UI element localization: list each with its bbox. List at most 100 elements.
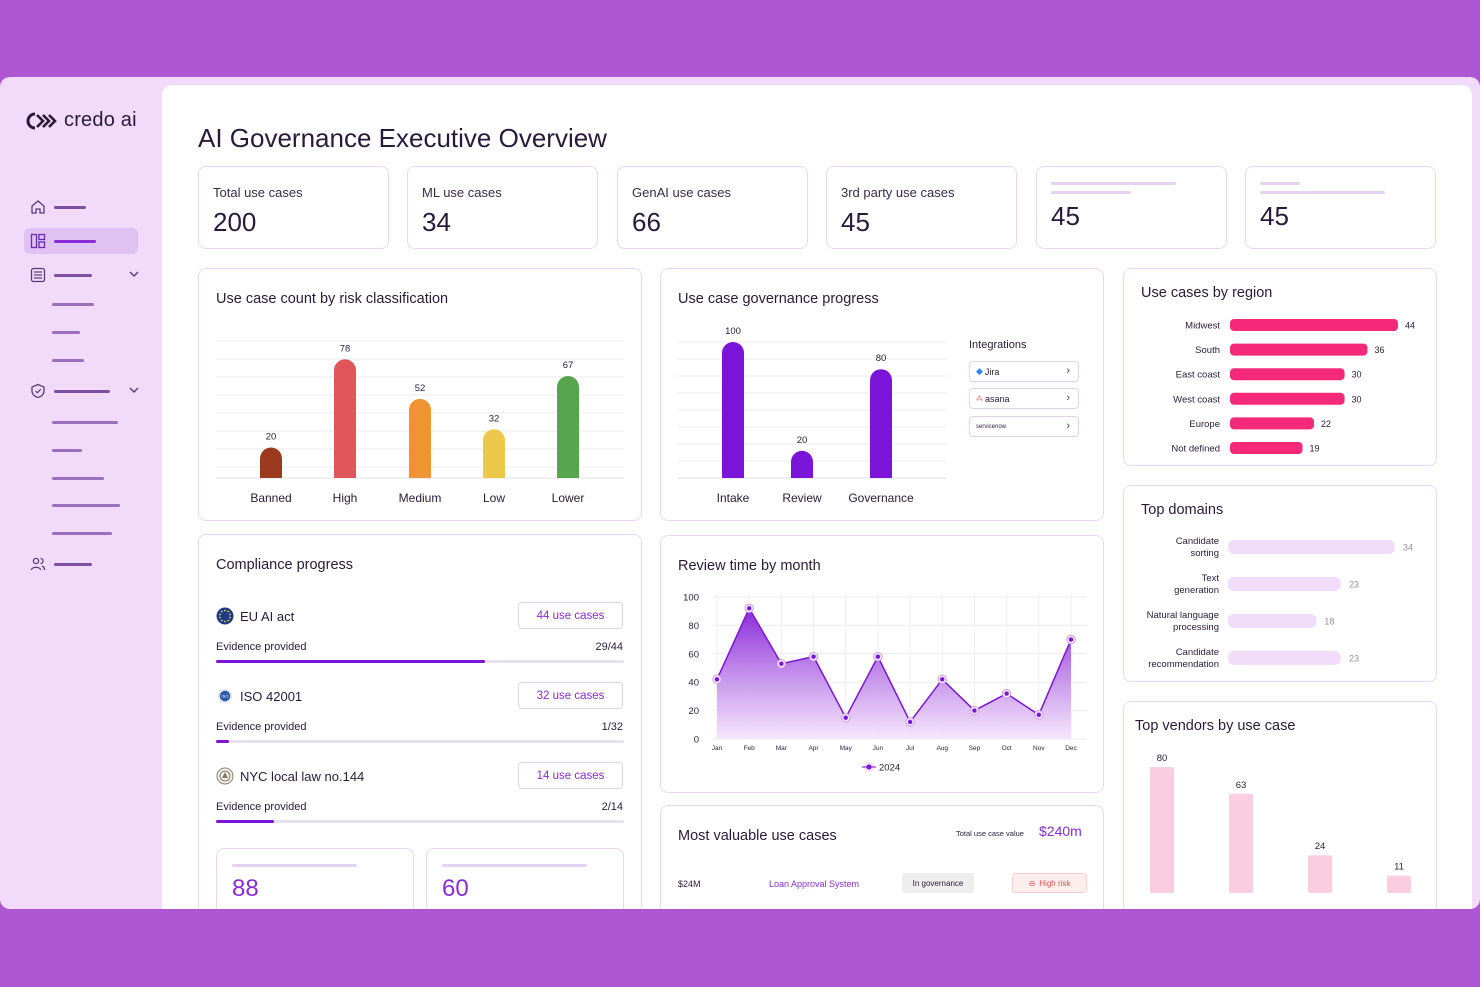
use-case-link[interactable]: Loan Approval System [769,879,860,889]
brand-logo[interactable]: credo ai [24,109,137,132]
compliance-name: NYC local law no.144 [240,768,365,784]
sidebar-item-home[interactable] [24,194,86,220]
evidence-label: Evidence provided [216,721,307,733]
stat-label: GenAI use cases [632,185,731,200]
use-cases-badge[interactable]: 44 use cases [518,602,623,629]
sidebar-subitem[interactable] [52,532,112,535]
use-cases-badge[interactable]: 32 use cases [518,682,623,709]
sidebar-item-label [54,205,86,209]
bar-value-label: 67 [563,360,574,371]
stat-card-ml[interactable]: ML use cases 34 [407,166,598,249]
placeholder-line [1260,191,1385,194]
sidebar-item-governance[interactable] [24,378,140,404]
compliance-item-nyc-law[interactable]: NYC local law no.144 [216,767,364,785]
x-tick-label: Mar [776,745,788,752]
sidebar-subitem[interactable] [52,477,104,480]
use-cases-badge[interactable]: 14 use cases [518,762,623,789]
integration-label: Jira [984,366,1000,377]
stat-card-placeholder[interactable]: 45 [1245,166,1436,249]
compliance-name: ISO 42001 [240,688,303,704]
sidebar: credo ai [0,77,162,909]
stat-value: 66 [632,207,661,237]
data-point-core [779,661,784,666]
chevron-down-icon[interactable] [128,268,140,280]
data-point-core [843,715,848,720]
list-icon [30,267,46,283]
domain-label: Candidate [1176,536,1219,547]
bar-high [334,359,356,478]
progress-fill [216,660,485,663]
placeholder-line [232,864,357,867]
risk-chart-card: Use case count by risk classification 20… [198,268,642,521]
sidebar-subitem[interactable] [52,359,84,362]
domain-value: 23 [1349,580,1359,590]
vendors-bar-chart: 80 63 24 11 [1150,753,1411,893]
compliance-name: EU AI act [240,608,295,624]
x-tick-label: Jul [906,745,915,752]
sidebar-subitem[interactable] [52,504,120,507]
stat-value: 34 [422,207,451,237]
bar-value-label: 78 [340,343,351,354]
integration-asana-button[interactable]: ⁂ asana › [969,388,1079,409]
data-point-core [1004,691,1009,696]
risk-label: High risk [1039,878,1071,888]
stat-value: 200 [213,207,257,237]
sidebar-subitem[interactable] [52,421,118,424]
region-bar-chart: Midwest 44 South 36 East coast 30 West coast 30… [1171,319,1415,455]
credo-logo-icon [26,112,57,129]
sidebar-item-users[interactable] [24,551,92,577]
sidebar-item-label [54,239,96,243]
sidebar-item-list[interactable] [24,262,140,288]
x-tick-label: Feb [744,745,756,752]
stat-card-placeholder[interactable]: 45 [1036,166,1227,249]
mini-stat-card[interactable]: 60 [426,848,624,909]
evidence-fraction: 29/44 [595,641,623,653]
brand-name: credo ai [64,109,137,131]
row-value: $24M [678,879,701,889]
bar-low [483,429,505,478]
minus-circle-icon: ⊖ [1028,878,1036,888]
dashboard-icon [30,233,46,249]
stat-card-genai[interactable]: GenAI use cases 66 [617,166,808,249]
risk-badge: ⊖ High risk [1012,873,1087,893]
data-point-core [940,677,945,682]
card-title: Top domains [1141,502,1224,518]
chevron-down-icon[interactable] [128,384,140,396]
bar-value-label: 80 [1157,753,1168,764]
placeholder-line [1051,182,1176,185]
bar-value-label: 20 [797,435,808,446]
bar-value-label: 20 [266,432,277,443]
region-bar [1230,392,1345,405]
domain-label: recommendation [1148,659,1219,670]
sidebar-subitem[interactable] [52,303,94,306]
evidence-progress-bar [216,820,624,823]
vendor-bar [1387,875,1411,893]
bar-review [791,450,813,478]
region-label: West coast [1173,394,1220,405]
y-tick-label: 60 [688,649,699,660]
x-tick-label: Aug [936,745,948,752]
progress-fill [216,740,229,743]
compliance-item-iso-42001[interactable]: ISO ISO 42001 [216,687,302,705]
mini-stat-card[interactable]: 88 [216,848,414,909]
stat-card-third-party[interactable]: 3rd party use cases 45 [826,166,1017,249]
review-chart-card: Review time by month 0 20 40 60 80 100 Jan Feb M… [660,535,1104,793]
region-value: 19 [1310,444,1320,454]
home-icon [31,200,45,214]
stat-card-total[interactable]: Total use cases 200 [198,166,389,249]
sidebar-subitem[interactable] [52,331,80,334]
integration-jira-button[interactable]: ◆ Jira › [969,361,1079,382]
compliance-item-eu-ai-act[interactable]: EU AI act [216,607,294,625]
bar-value-label: 32 [489,413,500,424]
sidebar-subitem[interactable] [52,449,82,452]
integration-servicenow-button[interactable]: servicenow › [969,416,1079,437]
eu-flag-icon [216,607,234,625]
domain-bar [1228,540,1395,554]
bar-intake [722,342,744,478]
stat-label: 3rd party use cases [841,185,955,200]
y-tick-label: 80 [688,621,699,632]
domains-chart-card: Top domains Candidate sorting 34 Text genera… [1123,485,1437,682]
domains-bar-chart: Candidatesorting34Textgeneration23Natura… [1147,536,1413,670]
category-label: Low [483,491,505,505]
sidebar-item-dashboard[interactable] [24,228,138,254]
